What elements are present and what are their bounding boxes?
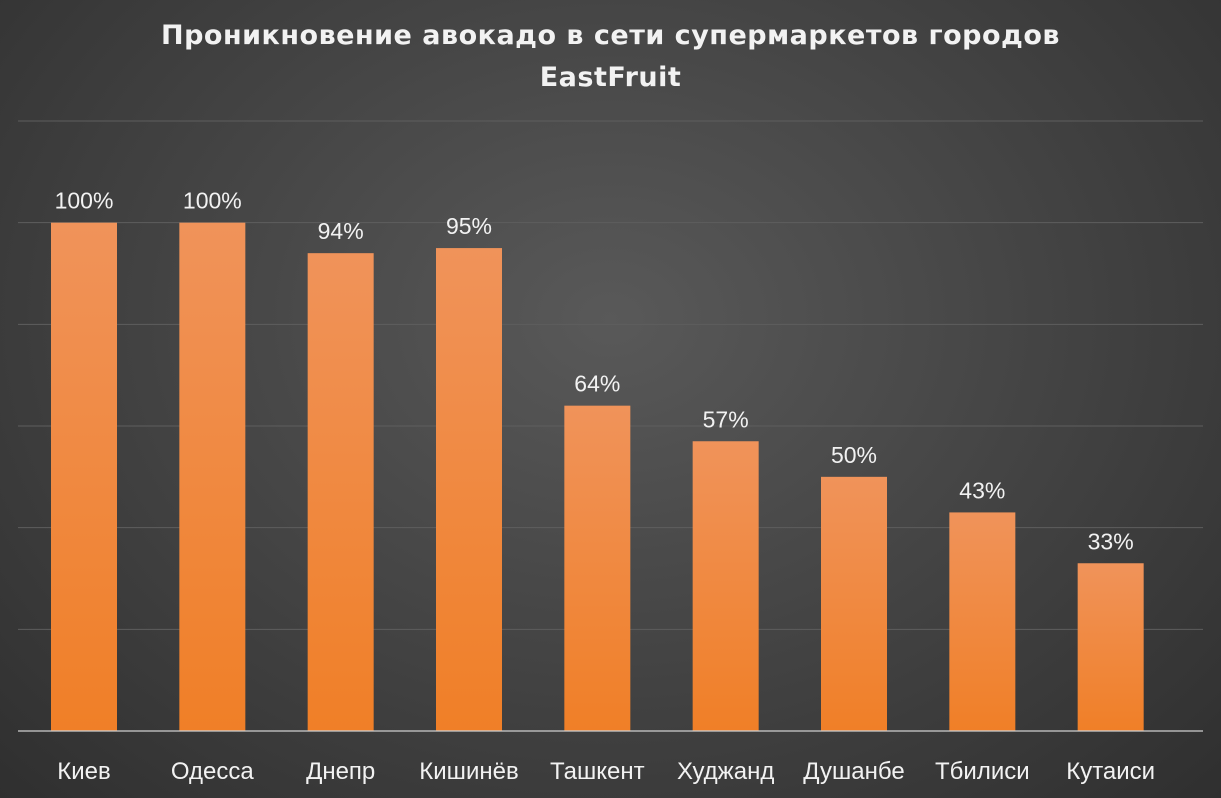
bar-9 [1077,563,1144,731]
data-label-2: 100% [183,188,242,214]
x-tick-label-6: Худжанд [677,758,774,785]
data-label-1: 100% [55,188,114,214]
bars [51,222,1144,732]
chart-subtitle: EastFruit [539,62,682,93]
x-tick-label-7: Душанбе [803,758,904,785]
data-label-6: 57% [703,406,749,432]
x-tick-label-2: Одесса [171,758,254,785]
bar-1 [51,222,117,731]
data-label-4: 95% [446,213,492,239]
x-tick-label-4: Кишинёв [419,758,518,785]
bar-7 [821,476,887,731]
bar-2 [179,222,246,731]
data-label-9: 33% [1088,528,1134,554]
x-tick-label-1: Киев [57,758,110,785]
bar-3 [307,253,374,731]
x-tick-label-9: Кутаиси [1066,758,1155,785]
bar-5 [564,405,631,731]
data-label-8: 43% [959,477,1005,503]
data-label-5: 64% [574,371,620,397]
data-label-7: 50% [831,442,877,468]
data-label-3: 94% [318,218,364,244]
x-tick-label-3: Днепр [306,758,375,785]
chart-title: Проникновение авокадо в сети супермаркет… [161,20,1060,51]
bar-6 [692,441,759,731]
data-labels: 100% 100% 94% 95% 64% 57% 50% 43% 33% [55,188,1134,555]
bar-8 [949,512,1016,731]
x-tick-labels: Киев Одесса Днепр Кишинёв Ташкент Худжанд Душа… [57,758,1155,785]
x-tick-label-8: Тбилиси [935,758,1030,785]
x-tick-label-5: Ташкент [550,758,645,785]
bar-4 [436,248,502,732]
